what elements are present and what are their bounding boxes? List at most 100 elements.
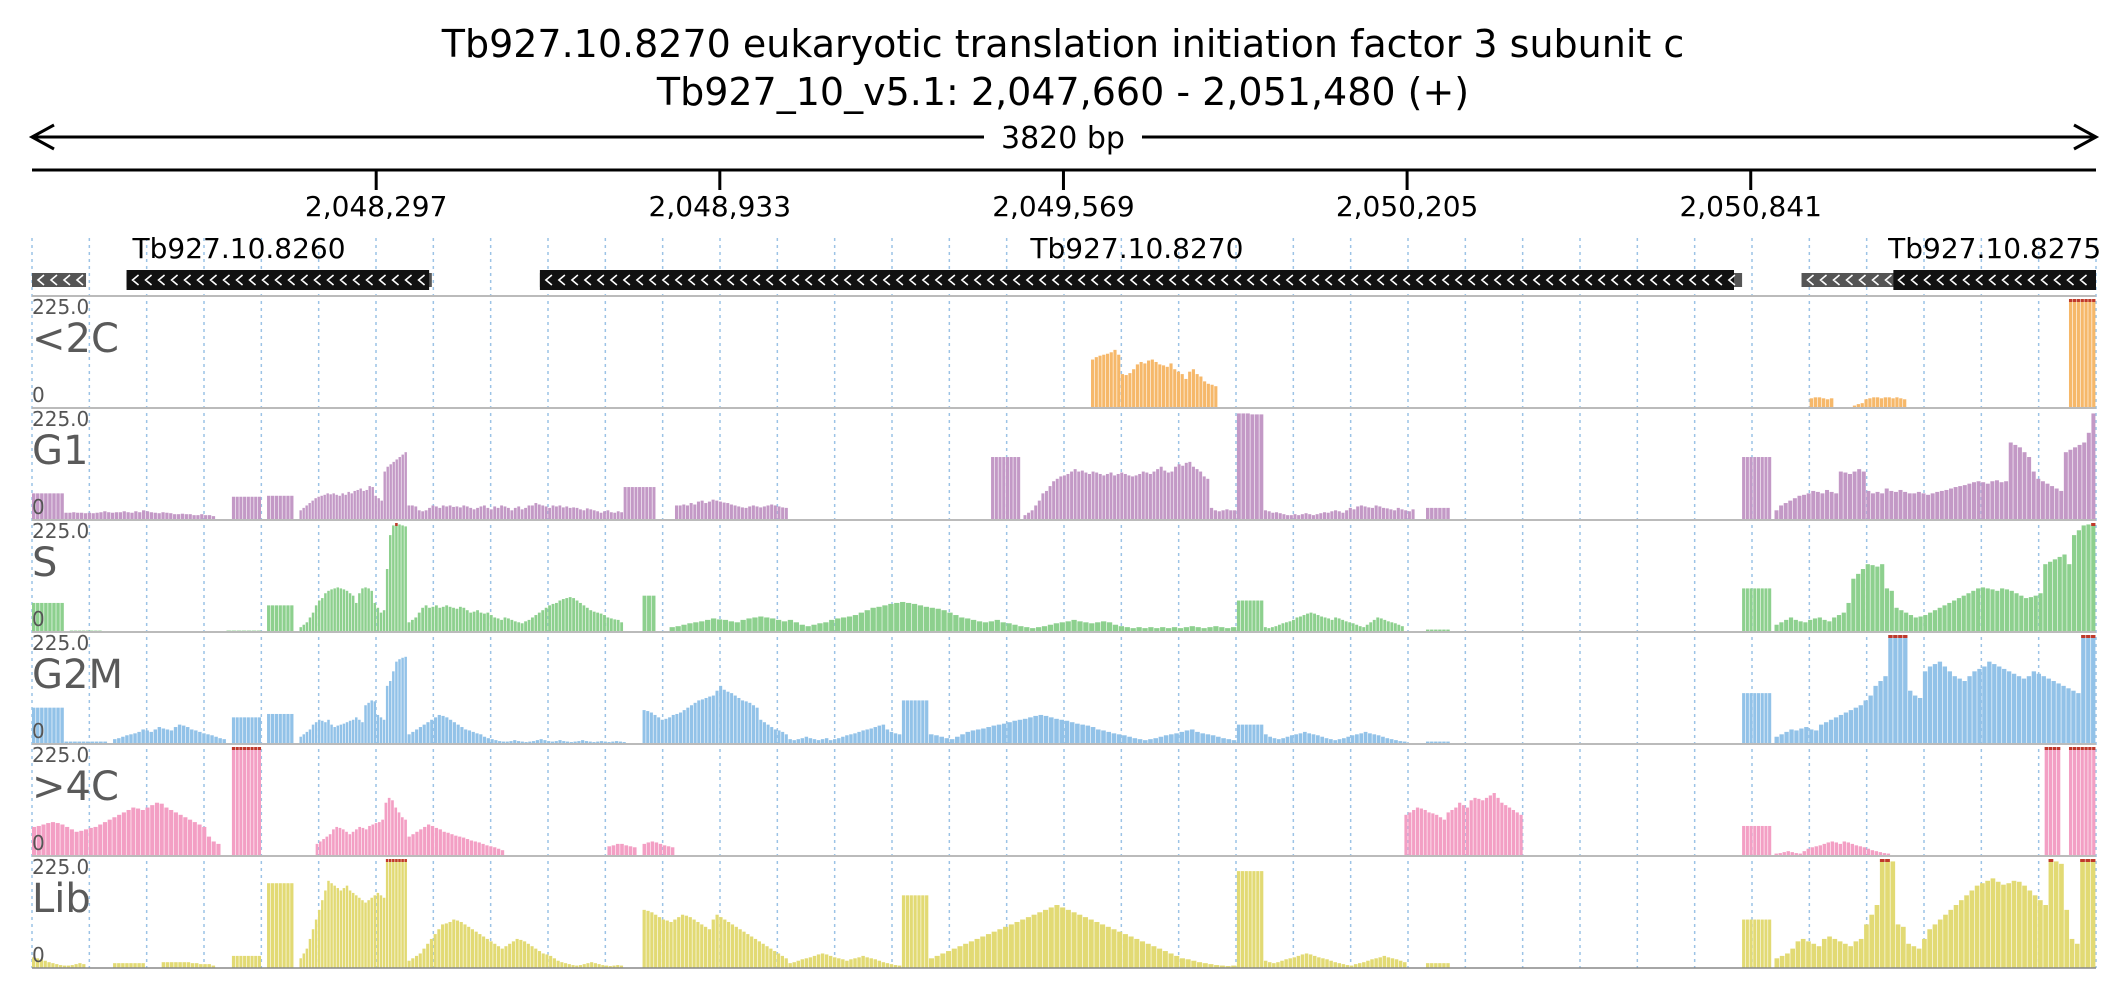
coverage-bar: [985, 934, 992, 968]
coverage-bar: [347, 491, 350, 520]
coverage-bar: [203, 964, 207, 968]
coverage-bar: [50, 822, 56, 856]
coverage-bar: [450, 834, 454, 856]
coverage-bar: [1165, 628, 1172, 632]
coverage-bar: [845, 960, 849, 968]
coverage-bar: [445, 506, 449, 520]
coverage-bar: [395, 661, 398, 744]
coverage-bar: [1346, 736, 1351, 744]
coverage-bar: [796, 739, 800, 744]
coverage-bar: [1396, 507, 1400, 520]
coverage-bar: [2016, 676, 2022, 744]
clipped-marker: [2072, 747, 2077, 750]
coverage-bar: [1288, 621, 1292, 632]
coverage-bar: [473, 841, 477, 856]
coverage-bar: [1163, 470, 1167, 520]
coverage-bar: [593, 963, 597, 968]
coverage-bar: [1095, 622, 1101, 632]
clipped-marker: [243, 747, 247, 750]
coverage-bar: [231, 747, 236, 856]
gene-model[interactable]: Tb927.10.8275: [1801, 232, 2102, 290]
coverage-bar: [1434, 507, 1438, 520]
coverage-bar: [846, 616, 853, 632]
coverage-bar: [548, 605, 552, 632]
coverage-bar: [1922, 938, 1927, 968]
coverage-bar: [505, 741, 509, 744]
coverage-bar: [792, 740, 796, 744]
coverage-bar: [1434, 741, 1438, 744]
coverage-bar: [561, 507, 565, 520]
coverage-bar: [684, 915, 689, 968]
coverage-bar: [1894, 607, 1899, 632]
coverage-bar: [274, 883, 279, 968]
coverage-bar: [1848, 710, 1854, 744]
coverage-bar: [1404, 814, 1408, 856]
coverage-bar: [1378, 957, 1382, 968]
coverage-bar: [1292, 619, 1295, 632]
coverage-bar: [1811, 490, 1816, 520]
coverage-bar: [708, 696, 712, 744]
coverage-bar: [445, 605, 449, 632]
coverage-bar: [841, 736, 845, 744]
coverage-bar: [2050, 486, 2055, 520]
gene-model[interactable]: Tb927.10.8260: [126, 232, 432, 290]
coverage-bar: [654, 914, 658, 968]
coverage-bar: [620, 622, 624, 632]
coverage-bar: [73, 741, 77, 744]
coverage-bar: [689, 705, 694, 744]
coverage-bar: [1863, 700, 1868, 744]
coverage-bar: [130, 512, 134, 520]
coverage-bar: [1206, 383, 1210, 408]
coverage-bar: [688, 917, 692, 968]
coverage-bar: [1802, 494, 1807, 520]
coverage-bar: [1263, 627, 1267, 632]
coverage-bar: [1942, 605, 1947, 632]
coverage-bar: [1997, 666, 2002, 744]
coverage-bar: [693, 504, 697, 520]
coverage-bar: [1870, 850, 1875, 856]
coverage-bar: [1834, 493, 1839, 520]
coverage-bar: [1309, 612, 1313, 632]
coverage-bar: [740, 507, 744, 520]
coverage-bar: [286, 605, 290, 632]
coverage-bar: [652, 487, 656, 520]
coverage-bar: [939, 736, 944, 744]
coverage-bar: [1037, 912, 1043, 968]
coverage-bar: [333, 727, 336, 744]
coverage-bar: [527, 505, 531, 520]
coverage-bar: [465, 610, 469, 632]
coverage-bar: [1124, 627, 1130, 632]
coverage-bar: [1120, 472, 1124, 520]
coverage-bar: [1210, 735, 1216, 744]
coverage-bar: [501, 741, 506, 744]
coverage-bar: [781, 621, 788, 632]
coverage-bar: [330, 589, 333, 632]
coverage-bar: [1064, 720, 1070, 744]
coverage-bar: [1932, 924, 1938, 968]
track-max-label: 225.0: [32, 855, 89, 879]
coverage-bar: [1434, 629, 1438, 632]
coverage-bar: [737, 697, 741, 744]
coverage-bar: [816, 954, 821, 968]
coverage-tracks: 225.00<2C225.00G1225.00S225.00G2M225.00>…: [32, 295, 2096, 969]
coverage-bar: [2090, 859, 2096, 968]
coverage-bar: [1244, 600, 1248, 632]
coverage-bar: [1165, 366, 1169, 408]
coverage-bar: [239, 747, 243, 856]
coverage-bar: [419, 829, 423, 856]
coverage-bar: [254, 955, 258, 968]
coverage-bar: [129, 734, 133, 744]
coverage-bar: [921, 895, 925, 968]
coverage-bar: [531, 505, 534, 520]
gene-model[interactable]: [32, 273, 87, 287]
coverage-bar: [773, 951, 777, 968]
coverage-bar: [350, 493, 353, 520]
coverage-bar: [1170, 471, 1174, 520]
coverage-bar: [1017, 457, 1021, 520]
coverage-bar: [327, 880, 330, 968]
gene-model[interactable]: Tb927.10.8270: [539, 232, 1743, 290]
coverage-bar: [1819, 724, 1824, 744]
coverage-bar: [703, 926, 708, 968]
coverage-bar: [1383, 619, 1387, 632]
coverage-bar: [524, 507, 527, 520]
